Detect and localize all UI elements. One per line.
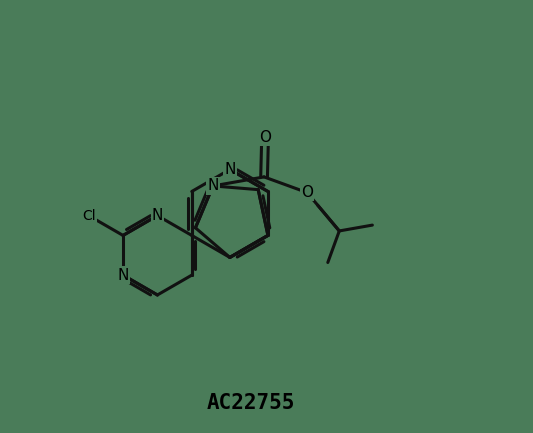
Text: N: N (207, 178, 219, 194)
Text: N: N (152, 208, 163, 223)
Text: O: O (259, 130, 271, 145)
Text: AC22755: AC22755 (207, 393, 295, 413)
Text: N: N (224, 162, 236, 177)
Text: Cl: Cl (82, 209, 95, 223)
Text: O: O (301, 185, 313, 200)
Text: N: N (117, 268, 129, 283)
